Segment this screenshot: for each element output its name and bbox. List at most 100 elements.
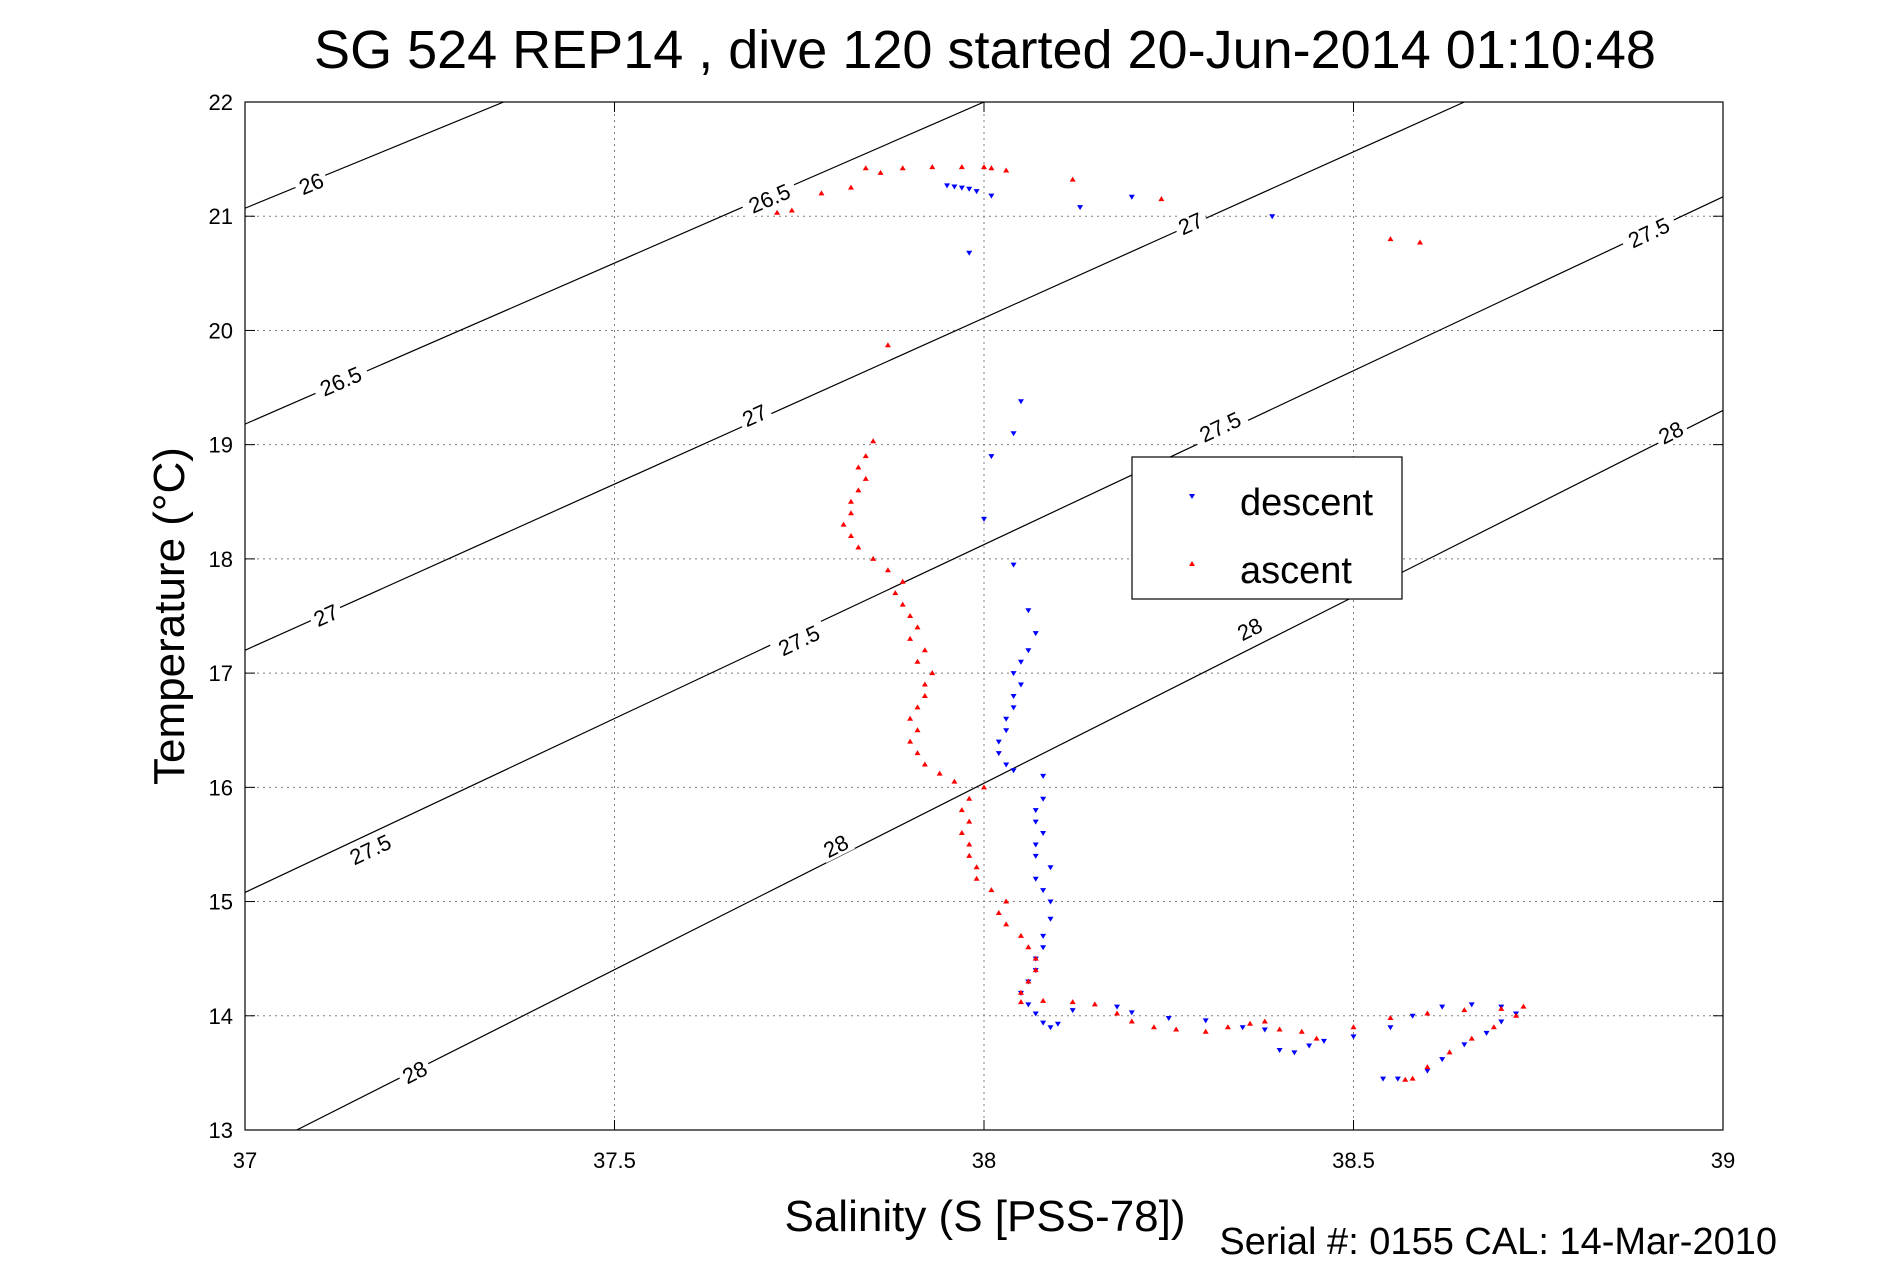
grid-lines xyxy=(244,101,1724,1131)
ascent-point xyxy=(1025,978,1032,984)
ascent-point xyxy=(914,704,921,710)
descent-point xyxy=(1387,1025,1394,1031)
isopycnal-label: 27 xyxy=(735,398,774,432)
ascent-point xyxy=(840,521,847,527)
isopycnal-label-bg xyxy=(1190,404,1251,449)
ascent-point xyxy=(907,738,914,744)
ascent-point xyxy=(988,887,995,893)
descent-point xyxy=(1010,671,1017,677)
x-axis-title: Salinity (S [PSS-78]) xyxy=(784,1192,1185,1241)
ascent-point xyxy=(1490,1024,1497,1030)
ascent-point xyxy=(921,761,928,767)
ascent-point xyxy=(1417,239,1424,245)
ascent-point xyxy=(899,601,906,607)
descent-point xyxy=(1017,659,1024,665)
descent-point xyxy=(1032,631,1039,637)
ascent-point xyxy=(958,807,965,813)
ascent-point xyxy=(907,635,914,641)
isopycnal-line xyxy=(245,102,985,425)
isopycnal-label-bg xyxy=(292,167,331,200)
ascent-point xyxy=(847,533,854,539)
ascent-point xyxy=(862,165,869,171)
plot-area-frame xyxy=(244,101,1724,1131)
y-tick-label: 14 xyxy=(209,1004,233,1029)
ascent-point xyxy=(921,681,928,687)
ascent-point xyxy=(1387,236,1394,242)
ascent-point xyxy=(1313,1035,1320,1041)
ascent-point xyxy=(1017,932,1024,938)
descent-point xyxy=(981,516,987,522)
y-tick-label: 22 xyxy=(209,90,233,115)
ascent-point xyxy=(1276,1026,1283,1032)
ascent-point xyxy=(929,164,936,170)
descent-point xyxy=(1003,716,1010,722)
descent-point xyxy=(995,751,1002,757)
ascent-point xyxy=(1224,1024,1231,1030)
descent-point xyxy=(1261,1027,1268,1033)
isopycnal-label: 28 xyxy=(395,1054,434,1089)
ascent-point xyxy=(921,647,928,653)
descent-point xyxy=(1439,1057,1446,1063)
descent-point xyxy=(1010,693,1017,699)
ascent-point xyxy=(914,750,921,756)
ascent-point xyxy=(981,164,987,170)
ascent-point xyxy=(1468,1035,1475,1041)
ascent-point xyxy=(855,464,862,470)
ascent-point xyxy=(1025,944,1032,950)
descent-point xyxy=(1320,1038,1327,1044)
descent-point xyxy=(1202,1018,1209,1024)
ascent-point xyxy=(914,658,921,664)
ascent-point xyxy=(936,770,943,776)
descent-point xyxy=(1032,842,1039,848)
descent-point xyxy=(1054,1021,1061,1027)
descent-point xyxy=(1291,1050,1298,1056)
ascent-point xyxy=(884,342,891,348)
descent-point xyxy=(1003,762,1010,768)
ascent-point xyxy=(774,209,781,215)
descent-point xyxy=(1017,399,1024,405)
descent-point xyxy=(973,189,980,195)
ascent-point xyxy=(1350,1024,1357,1030)
x-tick-label: 38 xyxy=(972,1148,996,1173)
descent-point xyxy=(1380,1076,1387,1082)
legend: descent ascent xyxy=(1131,456,1403,600)
isopycnal-label: 26.5 xyxy=(739,176,800,220)
isopycnal-label: 27 xyxy=(1171,206,1210,240)
ascent-point xyxy=(818,190,825,196)
descent-point xyxy=(1040,888,1047,894)
ascent-point xyxy=(1128,1018,1135,1024)
descent-point xyxy=(1017,682,1024,688)
ascent-point xyxy=(1032,967,1039,973)
isopycnal-line xyxy=(245,102,1465,651)
descent-point xyxy=(1439,1004,1446,1010)
isopycnal-label: 27.5 xyxy=(1618,210,1679,255)
descent-point xyxy=(1040,945,1047,951)
ascent-point xyxy=(862,453,869,459)
ascent-point xyxy=(862,475,869,481)
ascent-point xyxy=(899,165,906,171)
descent-point xyxy=(1040,796,1047,802)
isopycnal-label: 27.5 xyxy=(1190,404,1251,449)
ascent-point xyxy=(892,590,899,596)
ascent-point xyxy=(921,692,928,698)
isopycnal-label-bg xyxy=(306,598,345,632)
ascent-point xyxy=(1150,1024,1157,1030)
ascent-point xyxy=(847,184,854,190)
ascent-point xyxy=(1017,989,1024,995)
ascent-point xyxy=(1461,1007,1468,1013)
ascent-point xyxy=(966,841,973,847)
isopycnal-label-bg xyxy=(735,398,774,432)
descent-point xyxy=(1032,853,1039,859)
y-tick-label: 19 xyxy=(209,433,233,458)
ascent-point xyxy=(988,165,995,171)
isopycnal-label: 27.5 xyxy=(768,618,829,663)
ascent-point xyxy=(877,169,884,175)
descent-point xyxy=(1424,1068,1431,1074)
isopycnal-label-bg xyxy=(1171,206,1210,240)
legend-ascent-label: ascent xyxy=(1240,550,1352,592)
data-points xyxy=(774,164,1527,1082)
y-tick-label: 21 xyxy=(209,204,233,229)
isopycnal-label-bg xyxy=(1651,415,1691,450)
